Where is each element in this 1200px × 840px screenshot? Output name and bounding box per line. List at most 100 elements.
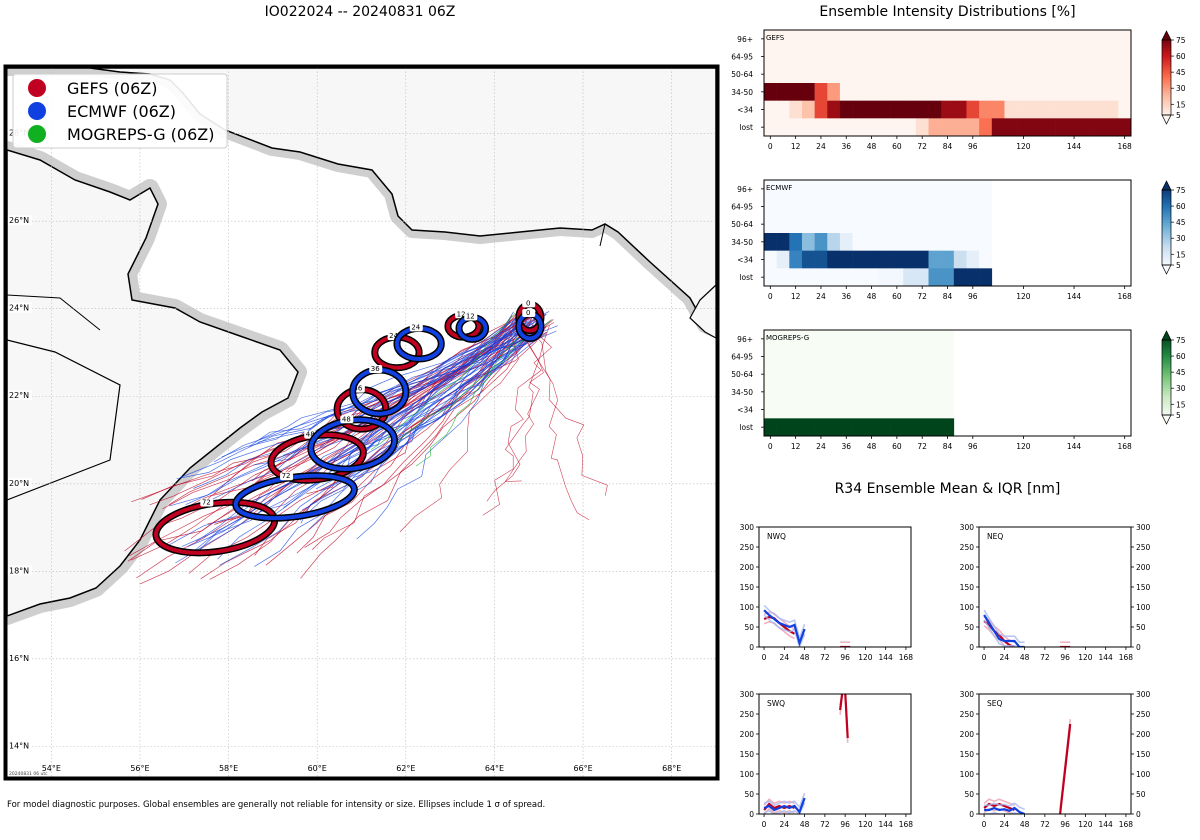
heatmap-cell <box>827 365 841 384</box>
heatmap-cell <box>928 65 942 84</box>
ensemble-track <box>207 331 543 525</box>
heatmap-cell <box>903 250 917 269</box>
y-tick-label: 150 <box>960 583 975 592</box>
heatmap-cell <box>1067 65 1081 84</box>
y-tick-label-right: 100 <box>1136 603 1151 612</box>
heatmap-cell <box>789 47 803 66</box>
heatmap-cell <box>915 383 929 401</box>
heatmap-cell <box>852 118 866 137</box>
heatmap-cell <box>865 418 879 437</box>
heatmap-cell <box>890 418 904 437</box>
heatmap-cell <box>1080 47 1094 66</box>
y-tick-label-right: 100 <box>1136 770 1151 779</box>
lon-tick-label: 66°E <box>573 764 592 773</box>
colorbar-segment <box>1162 95 1171 98</box>
heatmap-cell <box>789 418 803 437</box>
heatmap-cell <box>903 180 917 198</box>
colorbar-segment <box>1162 200 1171 203</box>
x-tick-label: 168 <box>1119 653 1134 662</box>
colorbar-segment <box>1162 367 1171 371</box>
heatmap-cell <box>979 30 993 48</box>
colorbar-tick-label: 75 <box>1176 36 1186 45</box>
heatmap-cell <box>839 330 853 348</box>
colorbar-segment <box>1162 107 1171 111</box>
border-uae <box>7 294 101 331</box>
heatmap-cell <box>903 30 917 48</box>
heatmap-cell <box>1055 83 1069 101</box>
x-tick-label: 144 <box>1067 292 1082 301</box>
heatmap-cell <box>852 418 866 437</box>
y-category-label: 50-64 <box>731 370 753 379</box>
colorbar-top-arrow <box>1161 30 1172 41</box>
legend-ecmwf-label: ECMWF (06Z) <box>67 102 176 121</box>
colorbar-segment <box>1162 342 1171 346</box>
heatmap-cell <box>839 197 853 216</box>
heatmap-cell <box>890 83 904 101</box>
heatmap-cell <box>1055 100 1069 119</box>
heatmap-cell <box>839 250 853 269</box>
heatmap-cell <box>827 233 841 251</box>
x-tick-label: 72 <box>820 653 830 662</box>
heatmap-cell <box>1004 83 1018 101</box>
heatmap-cell <box>915 180 929 198</box>
heatmap-cell <box>814 197 828 216</box>
colorbar-tick-label: 15 <box>1176 250 1186 259</box>
x-tick-label: 60 <box>892 142 902 151</box>
heatmap-cell <box>1055 65 1069 84</box>
r34-mean-line <box>984 806 1026 814</box>
x-tick-label: 24 <box>816 442 826 451</box>
heatmap-cell <box>915 268 929 287</box>
y-tick-label: 100 <box>740 603 755 612</box>
heatmap-cell <box>1105 100 1119 119</box>
heatmap-cell <box>827 100 841 119</box>
colorbar-segment <box>1162 80 1171 83</box>
heatmap-cell <box>953 83 967 101</box>
r34-lines <box>763 604 851 647</box>
hour-label-bg <box>522 308 536 317</box>
heatmap-cell <box>865 215 879 234</box>
x-tick-label: 36 <box>841 442 851 451</box>
y-category-label: 96+ <box>737 35 753 44</box>
heatmap-cell <box>865 30 879 48</box>
x-tick-label: 24 <box>1000 820 1010 829</box>
x-tick-label: 168 <box>899 653 914 662</box>
heatmap-cell <box>852 233 866 251</box>
colorbar-segment <box>1162 190 1171 193</box>
heatmap-cell <box>979 215 993 234</box>
heatmap-cell <box>852 215 866 234</box>
colorbar-segment <box>1162 390 1171 393</box>
heatmap-cell <box>877 330 891 348</box>
iqr-line <box>763 802 806 814</box>
x-tick-label: 48 <box>867 142 877 151</box>
iqr-line <box>763 807 795 814</box>
heatmap-cell <box>801 418 815 437</box>
heatmap-cell <box>941 233 955 251</box>
heatmap-cell <box>852 180 866 198</box>
ensemble-track <box>258 311 530 441</box>
colorbar-segment <box>1162 47 1171 51</box>
heatmap-cell <box>814 118 828 137</box>
heatmap-cell <box>941 180 955 198</box>
colorbar-segment <box>1162 380 1171 383</box>
heatmap-cell <box>789 83 803 101</box>
heatmap-cell <box>928 197 942 216</box>
heatmap-cell <box>903 197 917 216</box>
colorbar-segment <box>1162 402 1171 406</box>
y-category-label: 34-50 <box>731 238 753 247</box>
heatmap-cell <box>839 347 853 366</box>
heatmap-cell <box>915 365 929 384</box>
heatmap-cell <box>865 268 879 287</box>
map-stamp: 20240831 06 utc <box>9 771 48 777</box>
heatmap-cell <box>776 383 790 401</box>
heatmap-cell <box>839 118 853 137</box>
heatmap-cell <box>1004 100 1018 119</box>
y-tick-label: 250 <box>960 710 975 719</box>
heatmap-cell <box>941 250 955 269</box>
iqr-line <box>763 792 806 809</box>
colorbar-segment <box>1162 355 1171 358</box>
heatmap-cell <box>890 215 904 234</box>
heatmap-cell <box>1042 30 1056 48</box>
y-tick-label: 200 <box>740 730 755 739</box>
heatmap-cell <box>827 118 841 137</box>
heatmap-cell <box>865 65 879 84</box>
